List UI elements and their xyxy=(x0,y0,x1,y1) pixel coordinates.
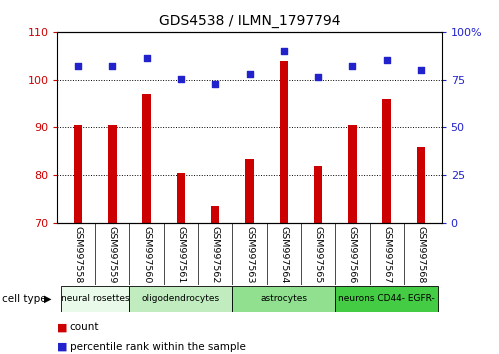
Text: GSM997563: GSM997563 xyxy=(245,226,254,284)
Text: ■: ■ xyxy=(57,322,68,332)
Text: GSM997558: GSM997558 xyxy=(73,226,82,284)
Text: ■: ■ xyxy=(57,342,68,352)
Point xyxy=(280,48,288,54)
Point xyxy=(177,76,185,81)
Text: GSM997564: GSM997564 xyxy=(279,226,288,284)
Text: GSM997561: GSM997561 xyxy=(176,226,186,284)
Text: oligodendrocytes: oligodendrocytes xyxy=(142,294,220,303)
Bar xyxy=(335,286,438,312)
Text: GSM997560: GSM997560 xyxy=(142,226,151,284)
Bar xyxy=(177,173,185,223)
Point xyxy=(74,63,82,69)
Text: GSM997565: GSM997565 xyxy=(313,226,323,284)
Text: cell type: cell type xyxy=(2,294,47,304)
Text: astrocytes: astrocytes xyxy=(260,294,307,303)
Point xyxy=(348,63,356,69)
Bar xyxy=(314,166,322,223)
Bar xyxy=(417,147,425,223)
Point xyxy=(246,71,253,77)
Text: neural rosettes: neural rosettes xyxy=(61,294,129,303)
Text: GSM997562: GSM997562 xyxy=(211,226,220,284)
Point xyxy=(108,63,116,69)
Text: GSM997559: GSM997559 xyxy=(108,226,117,284)
Bar xyxy=(245,159,254,223)
Bar xyxy=(233,286,335,312)
Text: GSM997567: GSM997567 xyxy=(382,226,391,284)
Bar xyxy=(382,99,391,223)
Bar xyxy=(108,125,117,223)
Bar xyxy=(74,125,82,223)
Point xyxy=(314,74,322,80)
Bar xyxy=(348,125,357,223)
Bar xyxy=(211,206,220,223)
Bar xyxy=(142,94,151,223)
Text: GSM997566: GSM997566 xyxy=(348,226,357,284)
Text: ▶: ▶ xyxy=(43,294,51,304)
Text: GSM997568: GSM997568 xyxy=(417,226,426,284)
Point xyxy=(383,57,391,62)
Bar xyxy=(129,286,233,312)
Bar xyxy=(279,61,288,223)
Title: GDS4538 / ILMN_1797794: GDS4538 / ILMN_1797794 xyxy=(159,14,340,28)
Point xyxy=(143,55,151,61)
Point xyxy=(417,67,425,73)
Text: percentile rank within the sample: percentile rank within the sample xyxy=(70,342,246,352)
Text: neurons CD44- EGFR-: neurons CD44- EGFR- xyxy=(338,294,435,303)
Bar xyxy=(61,286,129,312)
Text: count: count xyxy=(70,322,99,332)
Point xyxy=(211,81,219,87)
